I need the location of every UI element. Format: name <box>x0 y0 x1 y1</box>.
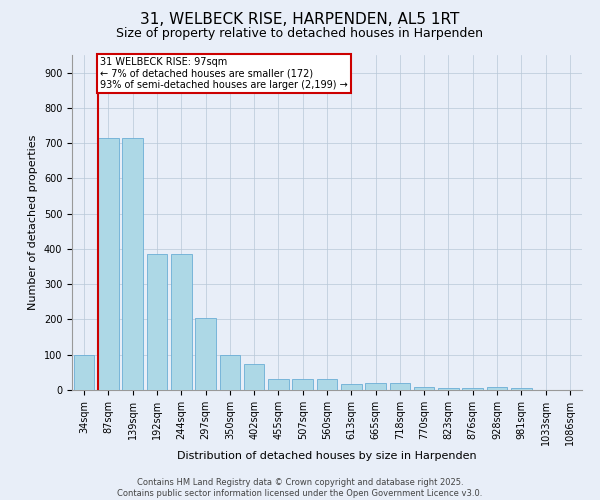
Bar <box>511 388 532 390</box>
Bar <box>146 254 167 390</box>
Bar <box>414 387 434 390</box>
Bar <box>317 380 337 390</box>
Y-axis label: Number of detached properties: Number of detached properties <box>28 135 38 310</box>
Bar <box>74 354 94 390</box>
Text: 31 WELBECK RISE: 97sqm
← 7% of detached houses are smaller (172)
93% of semi-det: 31 WELBECK RISE: 97sqm ← 7% of detached … <box>100 57 348 90</box>
Bar <box>389 383 410 390</box>
Bar <box>341 384 362 390</box>
Text: 31, WELBECK RISE, HARPENDEN, AL5 1RT: 31, WELBECK RISE, HARPENDEN, AL5 1RT <box>140 12 460 28</box>
Bar <box>268 380 289 390</box>
Bar <box>122 138 143 390</box>
Bar <box>463 388 483 390</box>
Bar <box>195 318 216 390</box>
Bar <box>244 364 265 390</box>
X-axis label: Distribution of detached houses by size in Harpenden: Distribution of detached houses by size … <box>177 450 477 460</box>
Bar <box>438 388 459 390</box>
Text: Contains HM Land Registry data © Crown copyright and database right 2025.
Contai: Contains HM Land Registry data © Crown c… <box>118 478 482 498</box>
Bar <box>98 138 119 390</box>
Bar <box>220 356 240 390</box>
Text: Size of property relative to detached houses in Harpenden: Size of property relative to detached ho… <box>116 28 484 40</box>
Bar <box>171 254 191 390</box>
Bar <box>365 383 386 390</box>
Bar <box>487 387 508 390</box>
Bar <box>292 378 313 390</box>
